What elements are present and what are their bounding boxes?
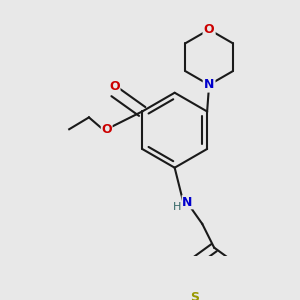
Text: S: S	[190, 291, 200, 300]
Text: H: H	[172, 202, 181, 212]
Text: O: O	[204, 23, 214, 36]
Text: O: O	[109, 80, 120, 93]
Text: N: N	[204, 78, 214, 91]
Text: N: N	[182, 196, 193, 209]
Text: O: O	[101, 123, 112, 136]
